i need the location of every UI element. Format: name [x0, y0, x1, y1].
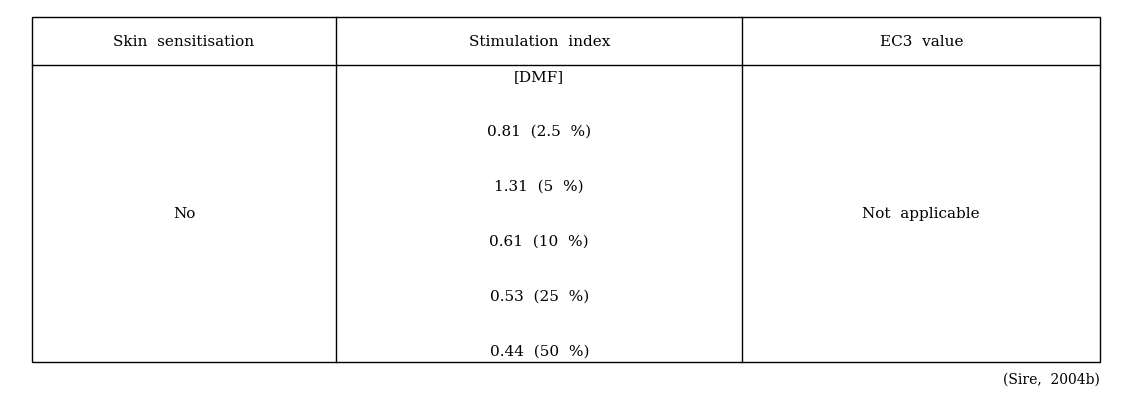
Text: No: No — [173, 207, 195, 221]
Text: [DMF]: [DMF] — [514, 70, 565, 84]
Text: EC3  value: EC3 value — [880, 35, 963, 49]
Text: Stimulation  index: Stimulation index — [469, 35, 610, 49]
Bar — [32, 18, 1100, 362]
Text: 0.53  (25  %): 0.53 (25 %) — [490, 289, 589, 303]
Text: 0.44  (50  %): 0.44 (50 %) — [489, 344, 589, 357]
Text: Not  applicable: Not applicable — [863, 207, 980, 221]
Text: 0.81  (2.5  %): 0.81 (2.5 %) — [487, 125, 591, 139]
Text: Skin  sensitisation: Skin sensitisation — [113, 35, 255, 49]
Text: 0.61  (10  %): 0.61 (10 %) — [489, 234, 589, 248]
Text: 1.31  (5  %): 1.31 (5 %) — [495, 180, 584, 193]
Text: (Sire,  2004b): (Sire, 2004b) — [1003, 372, 1100, 386]
